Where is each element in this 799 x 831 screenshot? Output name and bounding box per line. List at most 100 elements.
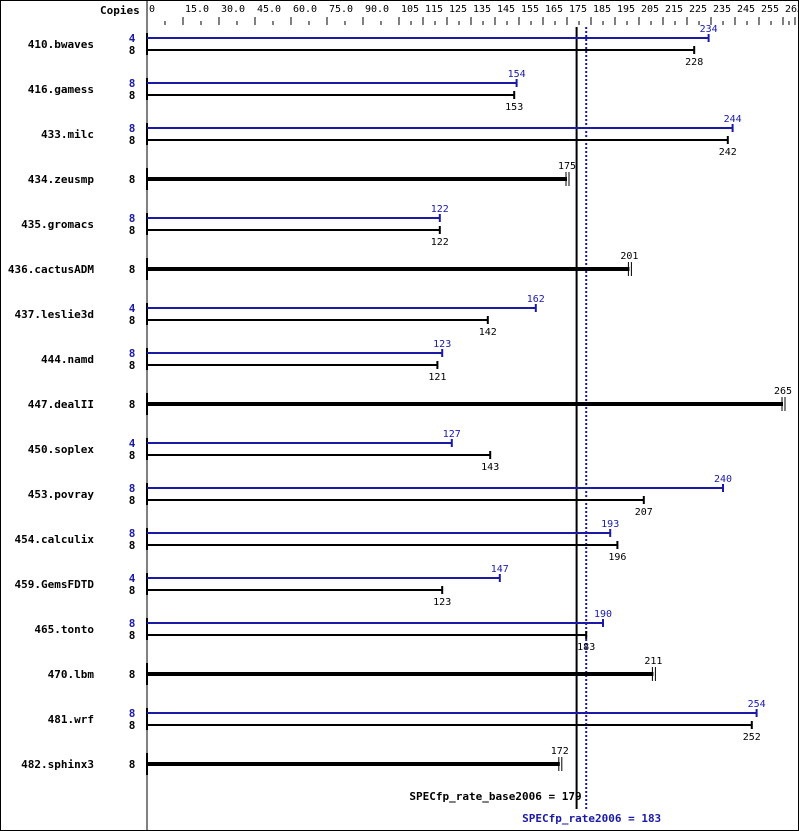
base-value: 228 <box>685 57 703 68</box>
x-tick-label: 125 <box>449 4 467 15</box>
base-value: 122 <box>431 237 449 248</box>
base-copies: 8 <box>129 668 136 681</box>
peak-copies: 8 <box>129 212 136 225</box>
benchmark-name: 482.sphinx3 <box>21 758 94 771</box>
base-copies: 8 <box>129 539 136 552</box>
peak-copies: 4 <box>129 437 136 450</box>
base-value: 123 <box>433 597 451 608</box>
x-tick-label: 30.0 <box>221 4 245 15</box>
base-value: 242 <box>719 147 737 158</box>
benchmark-name: 435.gromacs <box>21 218 94 231</box>
x-tick-label: 90.0 <box>365 4 389 15</box>
copies-header: Copies <box>100 4 140 17</box>
peak-reference-label: SPECfp_rate2006 = 183 <box>522 812 661 825</box>
benchmark-name: 453.povray <box>28 488 95 501</box>
base-copies: 8 <box>129 173 136 186</box>
peak-value: 123 <box>433 339 451 350</box>
peak-copies: 8 <box>129 617 136 630</box>
peak-value: 147 <box>491 564 509 575</box>
x-tick-label: 245 <box>737 4 755 15</box>
x-tick-label: 0 <box>149 4 155 15</box>
x-tick-label: 105 <box>401 4 419 15</box>
base-copies: 8 <box>129 719 136 732</box>
benchmark-name: 459.GemsFDTD <box>15 578 95 591</box>
peak-value: 154 <box>508 69 526 80</box>
benchmark-name: 447.dealII <box>28 398 94 411</box>
x-tick-label: 175 <box>569 4 587 15</box>
benchmark-name: 434.zeusmp <box>28 173 95 186</box>
peak-value: 122 <box>431 204 449 215</box>
peak-value: 162 <box>527 294 545 305</box>
peak-copies: 8 <box>129 77 136 90</box>
peak-copies: 8 <box>129 482 136 495</box>
base-value: 153 <box>505 102 523 113</box>
base-copies: 8 <box>129 629 136 642</box>
x-tick-label: 145 <box>497 4 515 15</box>
base-value: 211 <box>644 656 662 667</box>
base-copies: 8 <box>129 398 136 411</box>
base-copies: 8 <box>129 758 136 771</box>
base-copies: 8 <box>129 263 136 276</box>
x-tick-label: 75.0 <box>329 4 353 15</box>
base-reference-label: SPECfp_rate_base2006 = 179 <box>409 790 581 803</box>
benchmark-name: 437.leslie3d <box>15 308 94 321</box>
peak-value: 127 <box>443 429 461 440</box>
base-copies: 8 <box>129 494 136 507</box>
x-tick-label: 270 <box>797 4 798 15</box>
peak-copies: 8 <box>129 707 136 720</box>
peak-copies: 4 <box>129 32 136 45</box>
x-tick-label: 45.0 <box>257 4 281 15</box>
base-value: 265 <box>774 386 792 397</box>
peak-value: 244 <box>724 114 742 125</box>
x-tick-label: 185 <box>593 4 611 15</box>
base-value: 252 <box>743 732 761 743</box>
peak-value: 190 <box>594 609 612 620</box>
peak-copies: 8 <box>129 347 136 360</box>
x-tick-label: 205 <box>641 4 659 15</box>
base-value: 172 <box>551 746 569 757</box>
base-value: 142 <box>479 327 497 338</box>
base-copies: 8 <box>129 44 136 57</box>
benchmark-name: 465.tonto <box>34 623 94 636</box>
x-tick-label: 60.0 <box>293 4 317 15</box>
x-tick-label: 195 <box>617 4 635 15</box>
peak-copies: 4 <box>129 572 136 585</box>
benchmark-name: 410.bwaves <box>28 38 94 51</box>
base-copies: 8 <box>129 314 136 327</box>
x-tick-label: 265 <box>785 4 798 15</box>
base-value: 175 <box>558 161 576 172</box>
base-value: 196 <box>608 552 626 563</box>
base-copies: 8 <box>129 449 136 462</box>
base-value: 183 <box>577 642 595 653</box>
base-copies: 8 <box>129 89 136 102</box>
x-tick-label: 135 <box>473 4 491 15</box>
peak-value: 234 <box>700 24 718 35</box>
base-value: 201 <box>620 251 638 262</box>
benchmark-name: 470.lbm <box>48 668 95 681</box>
benchmark-name: 450.soplex <box>28 443 95 456</box>
benchmark-name: 433.milc <box>41 128 94 141</box>
peak-copies: 8 <box>129 527 136 540</box>
benchmark-name: 481.wrf <box>48 713 94 726</box>
peak-copies: 4 <box>129 302 136 315</box>
base-copies: 8 <box>129 134 136 147</box>
x-tick-label: 255 <box>761 4 779 15</box>
x-tick-label: 215 <box>665 4 683 15</box>
peak-copies: 8 <box>129 122 136 135</box>
x-tick-label: 235 <box>713 4 731 15</box>
base-copies: 8 <box>129 359 136 372</box>
x-tick-label: 225 <box>689 4 707 15</box>
base-copies: 8 <box>129 224 136 237</box>
x-tick-label: 115 <box>425 4 443 15</box>
base-value: 143 <box>481 462 499 473</box>
benchmark-name: 454.calculix <box>15 533 95 546</box>
x-tick-label: 15.0 <box>185 4 209 15</box>
benchmark-name: 416.gamess <box>28 83 94 96</box>
peak-value: 193 <box>601 519 619 530</box>
x-tick-label: 165 <box>545 4 563 15</box>
x-tick-label: 155 <box>521 4 539 15</box>
base-copies: 8 <box>129 584 136 597</box>
base-value: 207 <box>635 507 653 518</box>
